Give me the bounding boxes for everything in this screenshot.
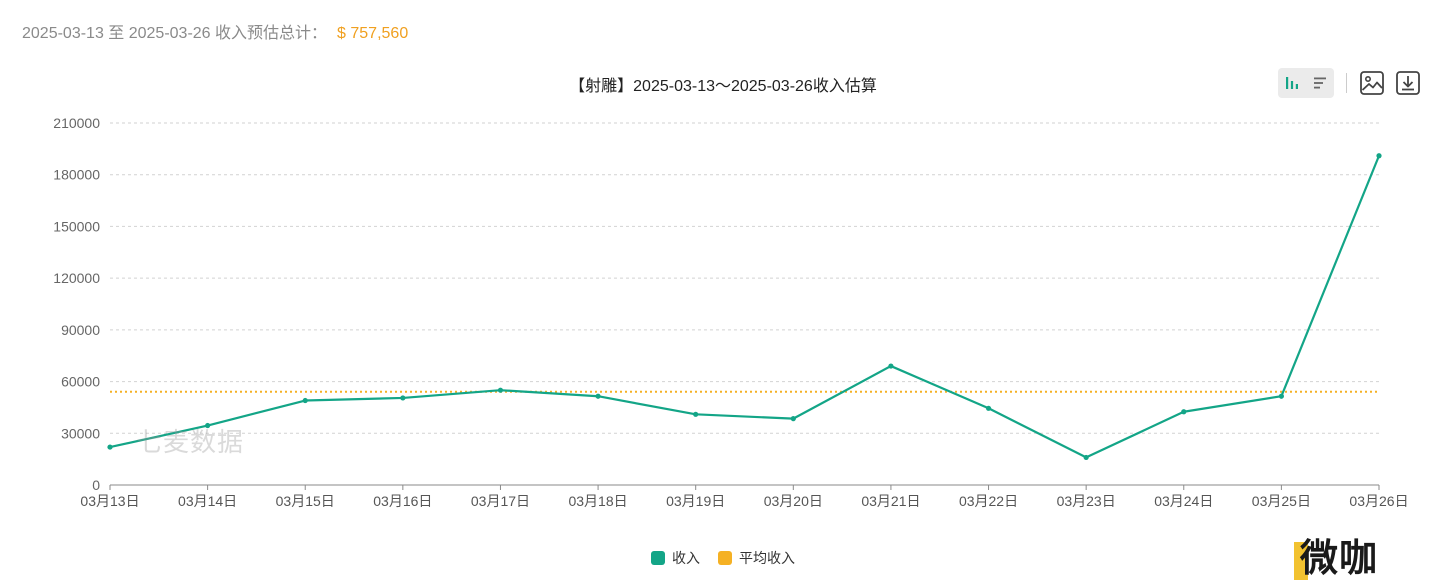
x-tick-label: 03月15日	[276, 493, 335, 509]
y-tick-label: 30000	[61, 425, 100, 441]
toolbar-divider	[1346, 73, 1347, 93]
data-point-income	[107, 444, 113, 450]
series-line-income	[109, 155, 1381, 459]
x-tick-label: 03月16日	[373, 493, 432, 509]
y-tick-label: 60000	[61, 374, 100, 390]
data-point-income	[693, 411, 699, 417]
x-tick-label: 03月17日	[471, 493, 530, 509]
view-toggle	[1278, 68, 1334, 98]
legend-label-average: 平均收入	[739, 550, 795, 566]
x-tick-label: 03月21日	[861, 493, 920, 509]
revenue-summary: 2025-03-13 至 2025-03-26 收入预估总计： $ 757,560	[22, 19, 408, 43]
data-point-income	[595, 393, 601, 399]
legend-swatch-average	[718, 551, 732, 565]
x-tick-label: 03月25日	[1252, 493, 1311, 509]
data-point-income	[497, 387, 504, 393]
x-tick-label: 03月19日	[666, 493, 725, 509]
x-tick-label: 03月24日	[1154, 493, 1213, 509]
y-tick-label: 120000	[53, 270, 100, 286]
watermark: 七麦数据	[136, 427, 245, 457]
data-point-income	[205, 422, 211, 429]
y-tick-label: 180000	[53, 167, 100, 183]
logo-accent	[1294, 542, 1308, 580]
y-tick-label: 210000	[53, 115, 100, 131]
legend-label-income: 收入	[672, 550, 700, 566]
save-image-icon[interactable]	[1359, 70, 1385, 96]
x-tick-label: 03月22日	[959, 493, 1018, 509]
summary-range-label: 2025-03-13 至 2025-03-26 收入预估总计：	[22, 25, 328, 42]
chart-toolbar	[1278, 68, 1431, 98]
data-point-income	[1376, 153, 1382, 159]
data-point-income	[790, 416, 796, 422]
chart-title: 【射雕】2025-03-13～2025-03-26收入估算	[569, 78, 877, 95]
bar-chart-icon[interactable]	[1280, 71, 1304, 95]
data-point-income	[1278, 393, 1284, 399]
data-point-income	[888, 363, 894, 369]
x-tick-label: 03月20日	[764, 493, 823, 509]
y-tick-label: 150000	[53, 218, 100, 234]
data-point-income	[302, 397, 308, 404]
logo-text: 微咖	[1300, 538, 1379, 580]
x-tick-label: 03月23日	[1057, 493, 1116, 509]
legend-item-average[interactable]: 平均收入	[718, 548, 795, 568]
data-point-income	[1083, 454, 1089, 461]
y-tick-label: 90000	[61, 322, 100, 338]
y-tick-label: 0	[92, 477, 100, 493]
summary-total: $ 757,560	[337, 25, 409, 42]
legend-swatch-income	[651, 551, 665, 565]
chart-legend: 收入 平均收入	[0, 548, 1446, 568]
legend-item-income[interactable]: 收入	[651, 548, 700, 568]
data-point-income	[985, 405, 992, 411]
x-tick-label: 03月14日	[178, 493, 237, 509]
x-tick-label: 03月13日	[80, 493, 139, 509]
data-point-income	[400, 395, 406, 401]
data-point-income	[1181, 409, 1187, 415]
download-icon[interactable]	[1395, 70, 1421, 96]
x-tick-label: 03月18日	[568, 493, 627, 509]
line-chart: 0 30000 60000 90000 120000 150000 180000 210000…	[53, 115, 1408, 509]
brand-logo: 微咖	[1294, 536, 1404, 582]
x-tick-label: 03月26日	[1349, 493, 1408, 509]
list-icon[interactable]	[1308, 71, 1332, 95]
